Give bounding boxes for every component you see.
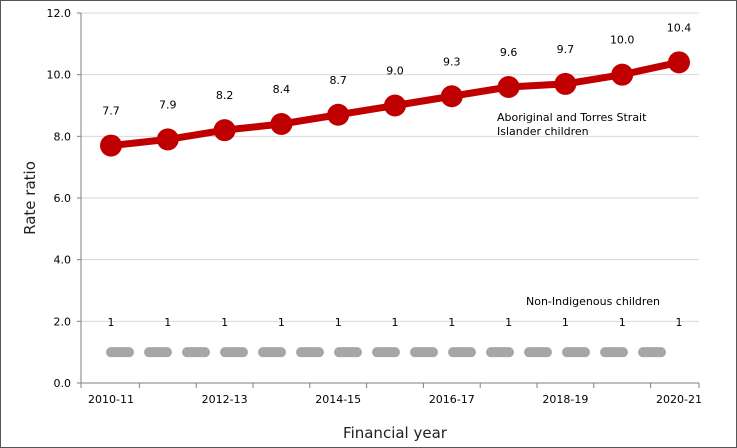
data-label-non-indigenous: 1 bbox=[335, 316, 342, 329]
data-point-aboriginal bbox=[611, 63, 634, 86]
data-label-aboriginal: 9.0 bbox=[386, 65, 404, 78]
data-point-aboriginal bbox=[497, 76, 520, 98]
y-tick-label: 4.0 bbox=[54, 254, 72, 267]
data-label-aboriginal: 9.3 bbox=[443, 55, 461, 68]
data-label-aboriginal: 10.4 bbox=[667, 21, 692, 34]
y-tick-label: 6.0 bbox=[54, 192, 72, 205]
gridlines bbox=[81, 12, 699, 322]
x-tick-label: 2016-17 bbox=[429, 393, 475, 406]
data-point-aboriginal bbox=[213, 119, 236, 142]
data-point-aboriginal bbox=[554, 72, 577, 95]
y-axis-title: Rate ratio bbox=[21, 161, 39, 235]
data-label-aboriginal: 8.7 bbox=[329, 74, 347, 87]
data-label-non-indigenous: 1 bbox=[448, 316, 455, 329]
y-tick-label: 12.0 bbox=[47, 7, 72, 20]
series-label-non-indigenous: Non-Indigenous children bbox=[526, 295, 660, 308]
data-label-non-indigenous: 1 bbox=[562, 316, 569, 329]
data-label-non-indigenous: 1 bbox=[278, 316, 285, 329]
data-label-aboriginal: 9.6 bbox=[500, 46, 518, 59]
data-label-non-indigenous: 1 bbox=[108, 316, 115, 329]
series-label-line: Islander children bbox=[497, 125, 589, 138]
series bbox=[100, 51, 690, 358]
data-label-non-indigenous: 1 bbox=[619, 316, 626, 329]
data-label-non-indigenous: 1 bbox=[392, 316, 399, 329]
x-tick-label: 2020-21 bbox=[656, 393, 702, 406]
data-label-aboriginal: 10.0 bbox=[610, 34, 635, 47]
data-point-aboriginal bbox=[668, 51, 690, 74]
y-tick-label: 0.0 bbox=[54, 377, 72, 390]
data-label-aboriginal: 7.7 bbox=[102, 105, 120, 118]
data-point-aboriginal bbox=[156, 128, 179, 151]
data-label-aboriginal: 8.2 bbox=[216, 89, 234, 102]
series-label-aboriginal: Aboriginal and Torres Strait Islander chi… bbox=[497, 111, 647, 138]
data-label-aboriginal: 9.7 bbox=[557, 43, 575, 56]
data-point-aboriginal bbox=[327, 103, 350, 126]
data-point-aboriginal bbox=[270, 113, 293, 135]
axes bbox=[77, 12, 700, 388]
data-label-non-indigenous: 1 bbox=[164, 316, 171, 329]
data-label-aboriginal: 7.9 bbox=[159, 98, 177, 111]
x-tick-label: 2014-15 bbox=[315, 393, 361, 406]
series-label-line: Aboriginal and Torres Strait bbox=[497, 111, 647, 124]
x-tick-label: 2012-13 bbox=[202, 393, 248, 406]
data-point-aboriginal bbox=[384, 94, 406, 117]
x-tick-label: 2018-19 bbox=[542, 393, 588, 406]
y-tick-label: 10.0 bbox=[47, 69, 72, 82]
data-point-aboriginal bbox=[440, 85, 463, 108]
data-point-aboriginal bbox=[100, 134, 122, 157]
labels: 0.0 2.0 4.0 6.0 8.0 10.0 12.0 2010-11 2012-13 201… bbox=[47, 7, 702, 406]
data-label-aboriginal: 8.4 bbox=[273, 83, 291, 96]
data-label-non-indigenous: 1 bbox=[505, 316, 512, 329]
y-tick-label: 8.0 bbox=[54, 130, 72, 143]
data-label-non-indigenous: 1 bbox=[676, 316, 683, 329]
y-tick-label: 2.0 bbox=[54, 315, 72, 328]
x-tick-label: 2010-11 bbox=[88, 393, 134, 406]
data-label-non-indigenous: 1 bbox=[221, 316, 228, 329]
x-axis-title: Financial year bbox=[343, 424, 448, 442]
